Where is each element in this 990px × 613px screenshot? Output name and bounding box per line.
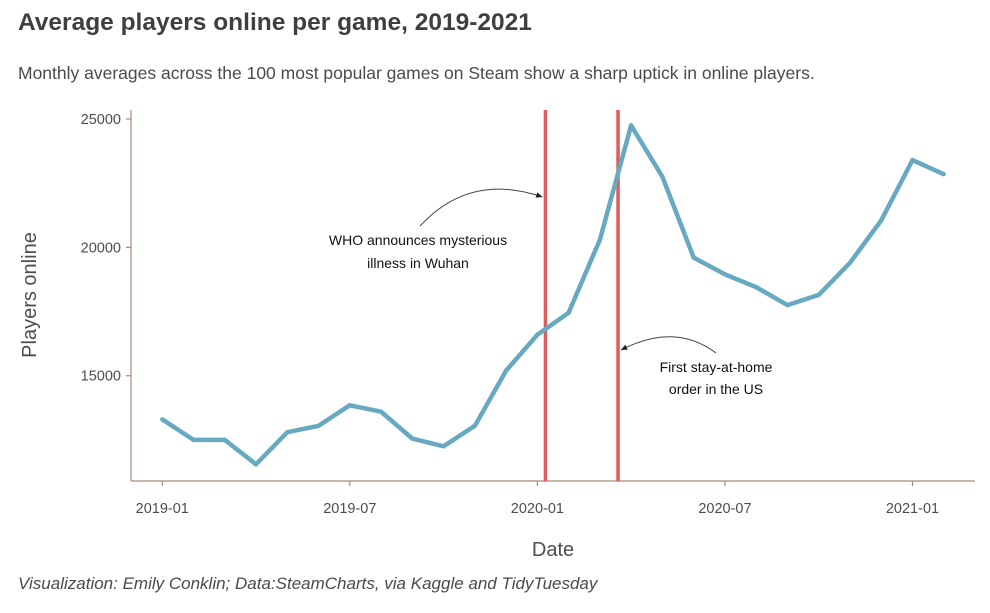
- annotation-text-1: WHO announces mysterious: [329, 232, 507, 248]
- chart-title: Average players online per game, 2019-20…: [18, 9, 532, 36]
- data-point: [941, 172, 946, 177]
- data-point: [472, 423, 478, 428]
- data-point: [503, 368, 509, 373]
- chart-subtitle: Monthly averages across the 100 most pop…: [18, 63, 815, 83]
- data-point: [628, 123, 634, 128]
- annotation-arrow-2: [620, 336, 717, 354]
- annotation-text-2: First stay-at-home: [660, 359, 773, 375]
- data-point: [316, 423, 321, 428]
- x-tick-label: 2019-01: [136, 501, 189, 517]
- x-tick-label: 2021-01: [886, 501, 939, 517]
- data-point: [222, 437, 227, 443]
- data-point: [160, 417, 165, 422]
- x-axis-title: Date: [532, 539, 574, 561]
- x-tick-label: 2020-01: [511, 501, 564, 517]
- x-tick-label: 2019-07: [323, 501, 376, 517]
- y-tick-label: 20000: [81, 240, 121, 256]
- data-point: [191, 437, 196, 443]
- data-point: [566, 310, 571, 315]
- data-point: [441, 444, 446, 449]
- data-point: [910, 157, 915, 163]
- data-point: [816, 292, 821, 298]
- data-point: [253, 462, 259, 467]
- annotation-arrow-1: [419, 188, 543, 227]
- data-point: [847, 260, 853, 265]
- data-point: [785, 302, 790, 308]
- y-tick-label: 25000: [81, 112, 121, 128]
- data-point: [535, 332, 540, 337]
- y-tick-label: 15000: [81, 369, 121, 385]
- y-axis-title: Players online: [19, 232, 41, 358]
- series-line: [161, 123, 945, 467]
- x-tick-label: 2020-07: [698, 501, 751, 517]
- data-point: [722, 272, 728, 277]
- chart-caption: Visualization: Emily Conklin; Data:Steam…: [18, 574, 598, 593]
- data-point: [754, 285, 759, 290]
- annotation-text-1: illness in Wuhan: [367, 255, 469, 271]
- data-point: [285, 430, 290, 435]
- data-point: [347, 403, 352, 408]
- data-point: [660, 174, 665, 179]
- annotation-text-2: order in the US: [669, 381, 763, 397]
- data-point: [378, 409, 384, 414]
- data-point: [410, 436, 415, 441]
- data-point: [597, 237, 603, 242]
- data-point: [691, 255, 696, 260]
- data-point: [879, 218, 884, 223]
